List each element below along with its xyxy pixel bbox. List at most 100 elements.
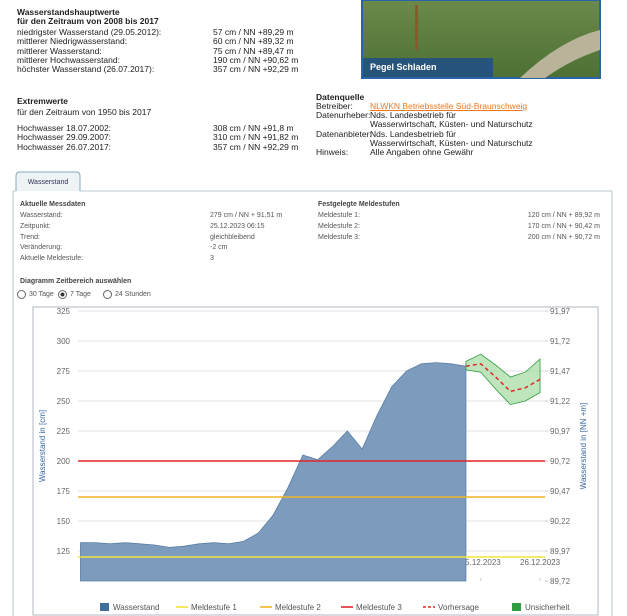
x-tick-label: 25.12.2023 — [461, 558, 502, 567]
row-label: Hochwasser 26.07.2017: — [17, 141, 112, 152]
row-label: mittlerer Hochwasserstand: — [17, 54, 120, 65]
y-tick-label: 150 — [57, 517, 71, 526]
photo-post — [415, 5, 418, 50]
y2-tick-label: 89,97 — [550, 547, 571, 556]
y-tick-label: 225 — [57, 427, 71, 436]
y-tick-label: 325 — [57, 307, 71, 316]
photo-caption: Pegel Schladen — [370, 62, 437, 72]
row-label: Trend: — [20, 233, 40, 241]
x-tick-label: 26.12.2023 — [520, 558, 561, 567]
section-title: Wasserstandshauptwerte — [17, 7, 120, 17]
row-label: Zeitpunkt: — [20, 222, 51, 230]
row-label: niedrigster Wasserstand (29.05.2012): — [17, 27, 162, 37]
legend-label: Meldestufe 1 — [191, 603, 237, 612]
legend-label: Meldestufe 2 — [275, 603, 321, 612]
uncertainty-band — [465, 353, 541, 406]
source-value: Alle Angaben ohne Gewähr — [370, 147, 474, 157]
source-label: Hinweis: — [316, 147, 349, 157]
row-value: 60 cm / NN +89,32 m — [213, 36, 294, 47]
legend-label: Unsicherheit — [525, 603, 570, 612]
row-label: Veränderung: — [20, 244, 63, 252]
y-tick-label: 125 — [57, 547, 71, 556]
row-label: Aktuelle Meldestufe: — [20, 255, 84, 263]
radio-label[interactable]: 30 Tage — [29, 291, 54, 298]
y-tick-label: 275 — [57, 367, 71, 376]
y2-tick-label: 90,22 — [550, 517, 571, 526]
source-link[interactable]: NLWKN Betriebsstelle Süd-Braunschweig — [370, 101, 528, 111]
y2-tick-label: 91,22 — [550, 397, 571, 406]
radio[interactable] — [103, 290, 112, 299]
row-value: 75 cm / NN +89,47 m — [213, 45, 294, 56]
chart: 125 150 175 200 225 250 275 300 325 89,72 89,97 90,… — [12, 300, 613, 616]
y-tick-label: 300 — [57, 337, 71, 346]
row-label: mittlerer Wasserstand: — [17, 45, 102, 56]
y-axis-title: Wasserstand in [cm] — [38, 410, 47, 482]
row-label: Meldestufe 3: — [318, 233, 361, 241]
y2-tick-label: 90,47 — [550, 487, 571, 496]
section-subtitle: für den Zeitraum von 2008 bis 2017 — [17, 16, 159, 26]
row-value: 308 cm / NN +91,8 m — [213, 123, 294, 133]
y-tick-label: 200 — [57, 457, 71, 466]
source-value: Nds. Landesbetrieb für — [370, 128, 456, 139]
row-value: 25.12.2023 06:15 — [210, 222, 265, 230]
y2-tick-label: 90,97 — [550, 427, 571, 436]
row-value: gleichbleibend — [210, 233, 255, 241]
photo-caption-bg — [363, 58, 493, 77]
y-tick-label: 175 — [57, 487, 71, 496]
panel-border — [12, 300, 613, 616]
legend-swatch — [512, 603, 521, 611]
y2-tick-label: 90,72 — [550, 457, 571, 466]
row-label: Wasserstand: — [20, 212, 63, 219]
radio-label[interactable]: 7 Tage — [70, 291, 91, 298]
radio[interactable] — [58, 290, 67, 299]
row-value: 357 cm / NN +92,29 m — [213, 64, 299, 75]
row-label: Hochwasser 18.07.2002: — [17, 123, 112, 133]
row-label: Meldestufe 2: — [318, 222, 361, 230]
source-label: Datenurheber: — [316, 110, 371, 121]
source-value: Nds. Landesbetrieb für — [370, 110, 456, 121]
row-value: 310 cm / NN +91,82 m — [213, 132, 299, 143]
decor — [12, 0, 613, 300]
radio[interactable] — [17, 290, 26, 299]
source-label: Datenanbieter: — [316, 128, 372, 139]
row-value: 200 cm / NN + 90,72 m — [527, 233, 600, 241]
row-value: 170 cm / NN + 90,42 m — [527, 222, 600, 230]
row-label: Hochwasser 29.09.2007: — [17, 132, 112, 143]
y2-tick-label: 91,72 — [550, 337, 571, 346]
legend-label: Vorhersage — [438, 603, 479, 612]
photo-path — [520, 30, 600, 78]
section-title: Aktuelle Messdaten — [20, 201, 86, 208]
panel-border — [12, 190, 613, 300]
y2-tick-label: 91,97 — [550, 307, 571, 316]
section-title: Diagramm Zeitbereich auswählen — [20, 278, 132, 285]
row-label: höchster Wasserstand (26.07.2017): — [17, 64, 155, 75]
row-value: 57 cm / NN +89,29 m — [213, 27, 294, 37]
radio-label[interactable]: 24 Stunden — [115, 291, 151, 298]
row-value: 190 cm / NN +90,62 m — [213, 54, 299, 65]
y-tick-label: 250 — [57, 397, 71, 406]
tab[interactable] — [15, 171, 81, 191]
legend-label: Meldestufe 3 — [356, 603, 402, 612]
row-value: 357 cm / NN +92,29 m — [213, 141, 299, 152]
source-value: Wasserwirtschaft, Küsten- und Naturschut… — [370, 119, 533, 130]
row-value: 120 cm / NN + 89,92 m — [527, 212, 600, 219]
source-value: Wasserwirtschaft, Küsten- und Naturschut… — [370, 137, 533, 148]
row-label: mittlerer Niedrigwasserstand: — [17, 36, 128, 47]
section-title: Extremwerte — [17, 96, 69, 106]
legend-swatch — [100, 603, 109, 611]
y2-tick-label: 89,72 — [550, 577, 571, 586]
area — [80, 362, 467, 582]
source-label: Betreiber: — [316, 101, 353, 111]
section-title: Datenquelle — [316, 92, 365, 102]
row-value: 279 cm / NN + 91,51 m — [210, 212, 283, 219]
tab-label[interactable]: Wasserstand — [27, 179, 69, 186]
row-value: 3 — [210, 255, 214, 263]
section-subtitle: für den Zeitraum von 1950 bis 2017 — [17, 107, 152, 117]
legend-label: Wasserstand — [113, 603, 159, 612]
row-label: Meldestufe 1: — [318, 212, 361, 219]
row-value: -2 cm — [210, 244, 228, 252]
y2-axis-title: Wasserstand in [NN +m] — [579, 403, 588, 490]
forecast-line — [465, 363, 541, 393]
y2-tick-label: 91,47 — [550, 367, 571, 376]
